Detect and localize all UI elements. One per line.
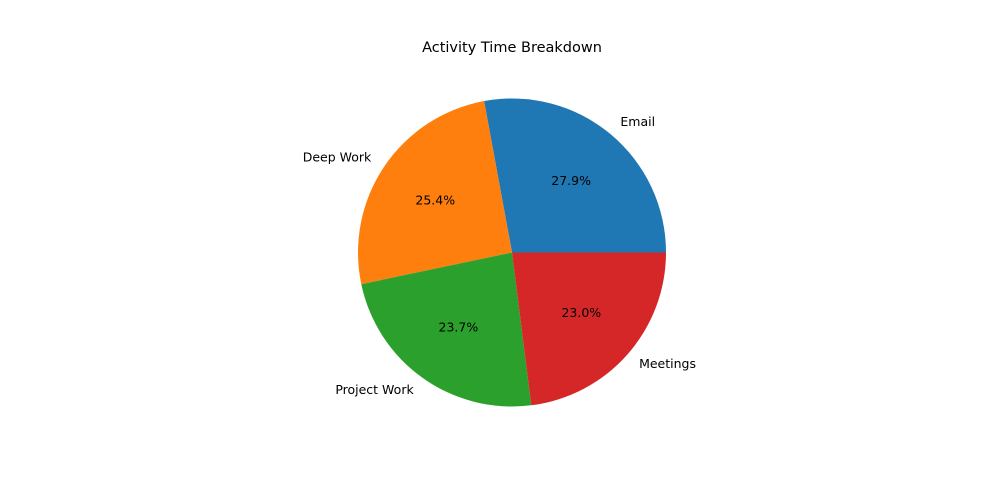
pie-slice-deep-work [358, 101, 512, 285]
slice-label-email: Email [620, 114, 655, 129]
percent-label-project-work: 23.7% [439, 319, 479, 334]
pie-labels: Email 27.9% Deep Work 25.4% Project Work 23.7… [303, 114, 696, 397]
pie-slices [358, 98, 666, 407]
percent-label-email: 27.9% [551, 173, 591, 188]
percent-label-deep-work: 25.4% [415, 193, 455, 208]
percent-label-meetings: 23.0% [561, 305, 601, 320]
slice-label-project-work: Project Work [335, 382, 414, 397]
pie-slice-email [484, 98, 666, 253]
pie-slice-meetings [512, 252, 666, 406]
pie-slice-project-work [361, 252, 532, 407]
slice-label-meetings: Meetings [639, 356, 696, 371]
slice-label-deep-work: Deep Work [303, 150, 372, 165]
chart-title: Activity Time Breakdown [422, 40, 602, 56]
